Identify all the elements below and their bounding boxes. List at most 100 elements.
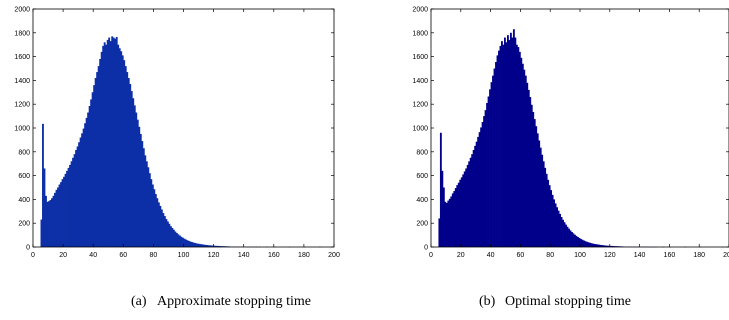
histogram-bar	[69, 164, 71, 247]
histogram-bar	[526, 82, 529, 247]
histogram-bar	[600, 245, 603, 247]
histogram-bar	[117, 44, 120, 248]
caption-b-text: Optimal stopping time	[505, 294, 631, 309]
histogram-bar	[64, 173, 67, 247]
histogram-bar	[142, 148, 145, 247]
histogram-bar	[550, 190, 553, 247]
histogram-bar	[100, 51, 103, 248]
histogram-bar	[439, 132, 442, 247]
histogram-bar	[460, 177, 463, 247]
histogram-bar	[45, 195, 47, 247]
histogram-bar	[188, 240, 190, 247]
histogram-bar	[153, 189, 156, 247]
caption-a-text: Approximate stopping time	[157, 294, 311, 309]
histogram-bar	[63, 176, 65, 247]
histogram-bar	[442, 187, 445, 247]
histogram-bar	[189, 241, 192, 247]
x-tick-label: 0	[31, 252, 35, 259]
histogram-bar	[542, 161, 545, 247]
y-tick-label: 1600	[14, 54, 30, 61]
histogram-bar	[215, 245, 217, 247]
x-tick-label: 40	[89, 252, 97, 259]
histogram-bar	[556, 207, 558, 247]
histogram-bar	[185, 239, 187, 247]
histogram-bar	[538, 140, 541, 247]
histogram-bar	[139, 133, 142, 247]
histogram-bar	[605, 245, 608, 247]
histogram-bar	[563, 222, 566, 247]
histogram-bar	[471, 154, 474, 247]
histogram-bar	[557, 210, 560, 247]
histogram-bar	[447, 200, 450, 247]
histogram-bar	[129, 83, 132, 247]
histogram-bar	[559, 213, 561, 247]
x-tick-label: 80	[150, 252, 158, 259]
histogram-bar	[174, 231, 177, 247]
histogram-bar	[87, 112, 90, 247]
histogram-bar	[156, 198, 159, 247]
histogram-bar	[448, 198, 451, 247]
histogram-bar	[569, 230, 572, 247]
histogram-bar	[85, 117, 88, 247]
histogram-bar	[171, 227, 174, 247]
histogram-bar	[90, 99, 93, 247]
histogram-bar	[577, 237, 579, 247]
histogram-bar	[46, 201, 49, 247]
y-tick-label: 1200	[412, 102, 428, 109]
histogram-bar	[157, 202, 160, 248]
x-tick-label: 60	[119, 252, 127, 259]
histogram-bar	[581, 239, 584, 247]
histogram-bar	[574, 234, 576, 247]
histogram-bar	[209, 245, 211, 247]
histogram-bar	[614, 246, 617, 247]
histogram-bar	[145, 161, 148, 247]
histogram-bar	[203, 244, 205, 247]
histogram-bar	[454, 188, 457, 247]
panel-approximate: 0 20 40 60 80 100 120 140 160 180 2000200400600800…	[14, 7, 340, 260]
histogram-bar	[490, 82, 493, 247]
x-tick-label: 120	[604, 252, 616, 259]
x-tick-label: 100	[574, 252, 586, 259]
histogram-bar	[40, 219, 43, 247]
histogram-bar	[487, 96, 490, 247]
histogram-bar	[457, 182, 460, 247]
histogram-bar	[109, 41, 112, 247]
histogram-bar	[575, 235, 578, 247]
histogram-bar	[474, 145, 477, 247]
histogram-bar	[496, 55, 499, 247]
histogram-bar	[451, 193, 454, 247]
histogram-bar	[591, 243, 594, 247]
histogram-bar	[124, 66, 127, 248]
histogram-bar	[585, 241, 588, 247]
histogram-bar	[602, 245, 605, 247]
histogram-bar	[612, 246, 615, 247]
histogram-bar	[82, 128, 85, 247]
y-tick-label: 1600	[412, 54, 428, 61]
x-tick-label: 200	[723, 252, 729, 259]
histogram-bar	[178, 235, 181, 247]
histogram-bar	[468, 161, 471, 247]
caption-b: (b) Optimal stopping time	[479, 294, 631, 309]
histogram-bar	[520, 57, 523, 247]
histogram-bar	[593, 243, 596, 247]
histogram-bar	[532, 111, 535, 247]
histogram-bar	[499, 45, 502, 247]
histogram-bar	[112, 37, 115, 248]
histogram-bar	[508, 39, 511, 247]
histogram-bar	[115, 36, 118, 247]
histogram-bar	[88, 105, 91, 247]
histogram-bar	[608, 245, 611, 247]
histogram-bar	[204, 244, 207, 247]
histogram-bar	[151, 184, 154, 247]
histogram-bar	[206, 244, 208, 247]
histogram-bars	[438, 29, 724, 248]
histogram-bar	[462, 174, 465, 247]
histogram-bar	[127, 78, 130, 248]
histogram-bar	[572, 233, 575, 247]
histogram-bar	[498, 50, 500, 248]
histogram-bar	[527, 89, 530, 247]
histogram-bar	[213, 245, 216, 247]
caption-a: (a) Approximate stopping time	[131, 294, 311, 309]
histogram-bar	[78, 142, 80, 247]
caption-b-tag: (b)	[479, 294, 496, 309]
